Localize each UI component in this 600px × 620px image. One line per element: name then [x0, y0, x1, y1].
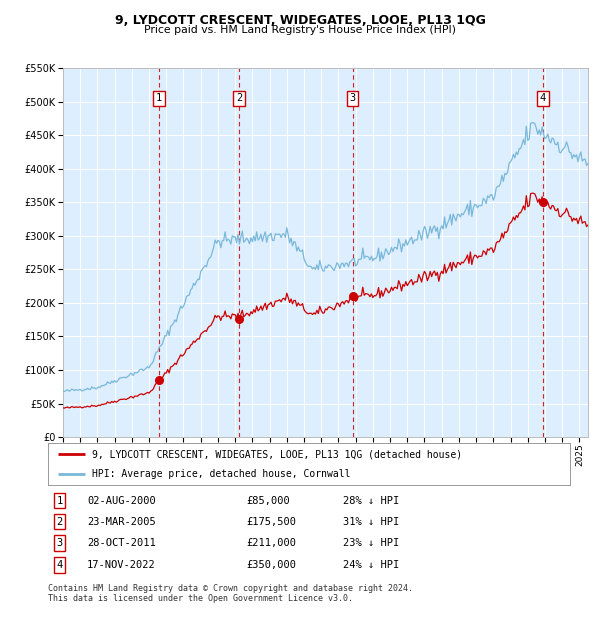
Text: £175,500: £175,500 [247, 517, 296, 527]
Text: Price paid vs. HM Land Registry's House Price Index (HPI): Price paid vs. HM Land Registry's House … [144, 25, 456, 35]
Text: 4: 4 [540, 94, 546, 104]
Text: 28-OCT-2011: 28-OCT-2011 [87, 538, 156, 548]
Text: 23% ↓ HPI: 23% ↓ HPI [343, 538, 399, 548]
Text: 17-NOV-2022: 17-NOV-2022 [87, 560, 156, 570]
Text: 28% ↓ HPI: 28% ↓ HPI [343, 496, 399, 506]
Text: £211,000: £211,000 [247, 538, 296, 548]
Text: 23-MAR-2005: 23-MAR-2005 [87, 517, 156, 527]
Text: 1: 1 [56, 496, 62, 506]
Text: 24% ↓ HPI: 24% ↓ HPI [343, 560, 399, 570]
Text: 2: 2 [236, 94, 242, 104]
Text: Contains HM Land Registry data © Crown copyright and database right 2024.: Contains HM Land Registry data © Crown c… [48, 584, 413, 593]
Text: 2: 2 [56, 517, 62, 527]
Text: 1: 1 [156, 94, 162, 104]
Text: 9, LYDCOTT CRESCENT, WIDEGATES, LOOE, PL13 1QG (detached house): 9, LYDCOTT CRESCENT, WIDEGATES, LOOE, PL… [92, 450, 463, 459]
Text: 02-AUG-2000: 02-AUG-2000 [87, 496, 156, 506]
Text: This data is licensed under the Open Government Licence v3.0.: This data is licensed under the Open Gov… [48, 594, 353, 603]
Text: 3: 3 [56, 538, 62, 548]
Text: £350,000: £350,000 [247, 560, 296, 570]
Text: 3: 3 [349, 94, 356, 104]
Text: HPI: Average price, detached house, Cornwall: HPI: Average price, detached house, Corn… [92, 469, 351, 479]
Text: £85,000: £85,000 [247, 496, 290, 506]
Text: 4: 4 [56, 560, 62, 570]
Text: 9, LYDCOTT CRESCENT, WIDEGATES, LOOE, PL13 1QG: 9, LYDCOTT CRESCENT, WIDEGATES, LOOE, PL… [115, 14, 485, 27]
Text: 31% ↓ HPI: 31% ↓ HPI [343, 517, 399, 527]
